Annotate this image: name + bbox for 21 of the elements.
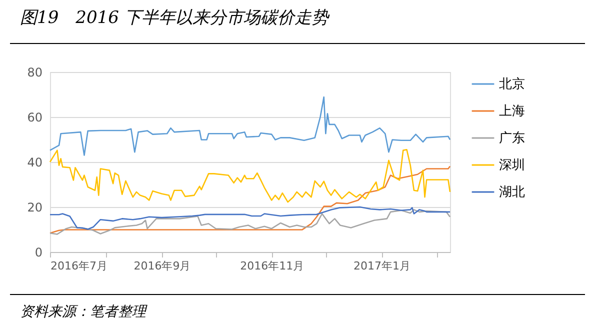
- y-tick-label: 20: [27, 200, 42, 214]
- legend-label: 深圳: [499, 158, 525, 173]
- line-series: [49, 148, 451, 203]
- legend-label: 北京: [499, 77, 525, 92]
- x-tick-label: 2016年11月: [240, 260, 304, 272]
- x-tick-label: 2017年1月: [354, 260, 411, 272]
- x-tick-label: 2016年9月: [134, 260, 191, 272]
- line-series: [49, 209, 451, 235]
- line-series: [49, 166, 451, 234]
- chart-title: 图19 2016 下半年以来分市场碳价走势: [20, 7, 328, 29]
- legend-label: 上海: [499, 104, 525, 119]
- legend-label: 湖北: [499, 185, 525, 200]
- legend-label: 广东: [499, 131, 525, 146]
- y-tick-label: 80: [27, 66, 42, 80]
- y-tick-label: 40: [27, 156, 42, 170]
- y-tick-label: 60: [27, 110, 42, 124]
- line-series: [49, 96, 451, 156]
- x-tick-label: 2016年7月: [50, 260, 108, 272]
- line-series: [49, 206, 451, 230]
- text: 资料来源：笔者整理: [20, 303, 146, 321]
- y-tick-label: 0: [34, 246, 42, 260]
